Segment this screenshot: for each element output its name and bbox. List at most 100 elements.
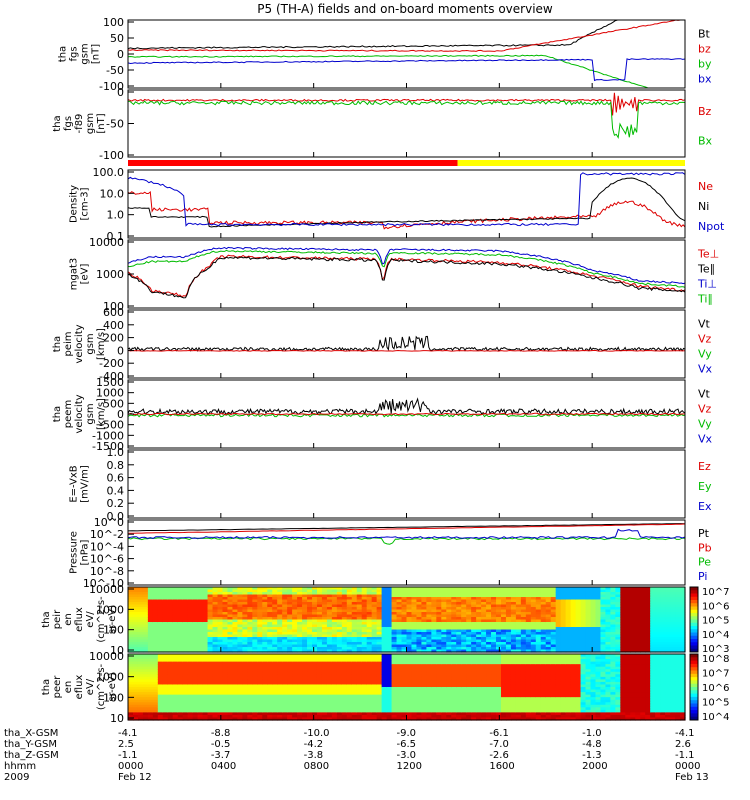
y-tick-label: 500 <box>103 397 124 410</box>
y-axis-label-line: gsm <box>85 333 96 354</box>
legend-pressure-2: Pe <box>698 556 711 569</box>
x-axis-value: 0000 <box>675 761 700 772</box>
y-tick-label: -50 <box>106 64 124 77</box>
x-axis-value: -4.1 <box>675 728 695 739</box>
y-axis-label-line: sr-eV) <box>107 672 118 701</box>
y-tick-label: 1.0 <box>107 209 125 222</box>
y-tick-label: -100 <box>99 80 124 93</box>
pressure-pe-line <box>127 537 685 545</box>
legend-fgs-3: bx <box>698 73 712 86</box>
y-axis-label-line: peir <box>52 609 63 629</box>
x-axis-value: -1.1 <box>118 750 138 761</box>
legend-temp-0: Te⊥ <box>697 248 719 261</box>
y-tick-label: 10^-6 <box>90 553 124 566</box>
colorbar-frame <box>689 653 699 721</box>
legend-temp-2: Ti⊥ <box>697 278 717 291</box>
legend-density-1: Ni <box>698 200 709 213</box>
x-axis-value: -10.0 <box>304 728 330 739</box>
y-axis-label: Density [cm-3] <box>69 185 91 223</box>
y-tick-label: -1500 <box>92 440 124 453</box>
legend-peem-1: Vz <box>698 403 712 416</box>
y-axis-label-line: tha <box>41 679 52 695</box>
y-tick-label: 1000 <box>96 387 124 400</box>
y-axis-label-line: [km/s] <box>96 398 107 430</box>
y-tick-label: 100.0 <box>93 166 125 179</box>
y-tick-label: 10000 <box>89 236 124 249</box>
legend-density-2: Npot <box>698 220 725 233</box>
y-axis-label-line: tha <box>41 611 52 627</box>
y-tick-label: 10^-8 <box>90 565 124 578</box>
legend-peim-2: Vy <box>698 348 712 361</box>
y-axis-label-line: E=-VxB <box>69 465 80 502</box>
panel-density: 100.0 10.0 1.0 0.1 Density [cm-3] Ne Ni Npot <box>69 166 725 243</box>
x-axis-value: -3.7 <box>211 750 231 761</box>
y-tick-label: -50 <box>106 118 124 131</box>
y-axis-label-line: [nPa] <box>80 539 91 565</box>
temp-ti-perp-line <box>127 246 686 285</box>
electron-spectrogram <box>128 654 686 721</box>
colorbar-label: 10^4 <box>702 712 729 723</box>
density-ne-line <box>127 191 686 230</box>
y-tick-label: 10^-2 <box>90 528 124 541</box>
y-tick-label: 0.2 <box>107 497 125 510</box>
y-axis-label-line: (cm^2-s- <box>96 596 107 643</box>
y-tick-label: 100 <box>103 300 124 313</box>
y-tick-label: 400 <box>103 319 124 332</box>
fgs-by-line <box>127 54 685 89</box>
y-axis-label: tha peer en eflux eV/(cm^2-s-sr-eV) <box>41 663 118 710</box>
y-axis-label-line: mgat3 <box>69 258 80 291</box>
y-axis-label-line: peer <box>52 675 63 699</box>
mode-bar-yellow <box>457 160 685 166</box>
y-tick-label: 0.6 <box>107 472 125 485</box>
x-axis-value: 2000 <box>582 761 607 772</box>
panel-peer: 10000 1000 100 10 tha peer en eflux eV/(cm^2-s-s… <box>41 650 729 725</box>
y-axis-label-line: [nT] <box>91 44 102 64</box>
fgl-bx-line <box>127 100 686 139</box>
y-tick-label: -500 <box>99 419 124 432</box>
legend-peim-0: Vt <box>698 318 711 331</box>
y-axis-label-line: gsm <box>85 113 96 134</box>
fgs-bz-line <box>127 19 685 52</box>
x-axis-value: -6.5 <box>397 739 417 750</box>
legend-peem-0: Vt <box>698 388 711 401</box>
y-tick-label: 10^0 <box>94 516 124 529</box>
y-axis-label-line: velocity <box>74 324 85 363</box>
x-axis-value: 0400 <box>211 761 236 772</box>
y-tick-label: 0.4 <box>107 484 125 497</box>
ion-spectrogram <box>128 587 686 653</box>
x-axis-value: 0800 <box>304 761 329 772</box>
fgs-bx-line <box>127 58 686 82</box>
x-axis-row-label: 2009 <box>4 772 29 783</box>
x-axis-value: -1.0 <box>582 728 602 739</box>
legend-peem-2: Vy <box>698 418 712 431</box>
x-axis-value: Feb 12 <box>118 772 152 783</box>
y-tick-label: 0.1 <box>107 230 125 243</box>
y-axis-label: mgat3 [eV] <box>69 258 91 291</box>
legend-efield-0: Ez <box>698 460 711 473</box>
y-axis-label-line: [km/s] <box>96 328 107 360</box>
y-tick-label: 1000 <box>96 268 124 281</box>
y-tick-label: 0 <box>117 48 124 61</box>
y-axis-label-line: sr-eV) <box>107 605 118 634</box>
y-axis-label-line: en <box>63 613 74 626</box>
x-axis-value: -1.3 <box>582 750 602 761</box>
y-tick-label: 1.0 <box>107 446 125 459</box>
legend-efield-1: Ey <box>698 480 712 493</box>
x-axis-value: -1.1 <box>675 750 695 761</box>
y-axis-label-line: eflux <box>74 607 85 632</box>
pressure-pi-line <box>127 528 686 539</box>
y-axis-label-line: [cm-3] <box>80 187 91 220</box>
y-tick-label: 10000 <box>89 650 124 663</box>
colorbar-label: 10^5 <box>702 698 729 709</box>
y-tick-label: 10^-10 <box>83 577 124 590</box>
legend-efield-2: Ex <box>698 500 712 513</box>
panel-frame <box>127 449 686 519</box>
y-tick-label: 10 <box>110 712 124 725</box>
colorbar-label: 10^3 <box>702 644 729 655</box>
y-axis-label: Pressure [nPa] <box>69 531 91 574</box>
pressure-pt-line <box>127 523 686 532</box>
y-tick-label: 100 <box>103 16 124 29</box>
